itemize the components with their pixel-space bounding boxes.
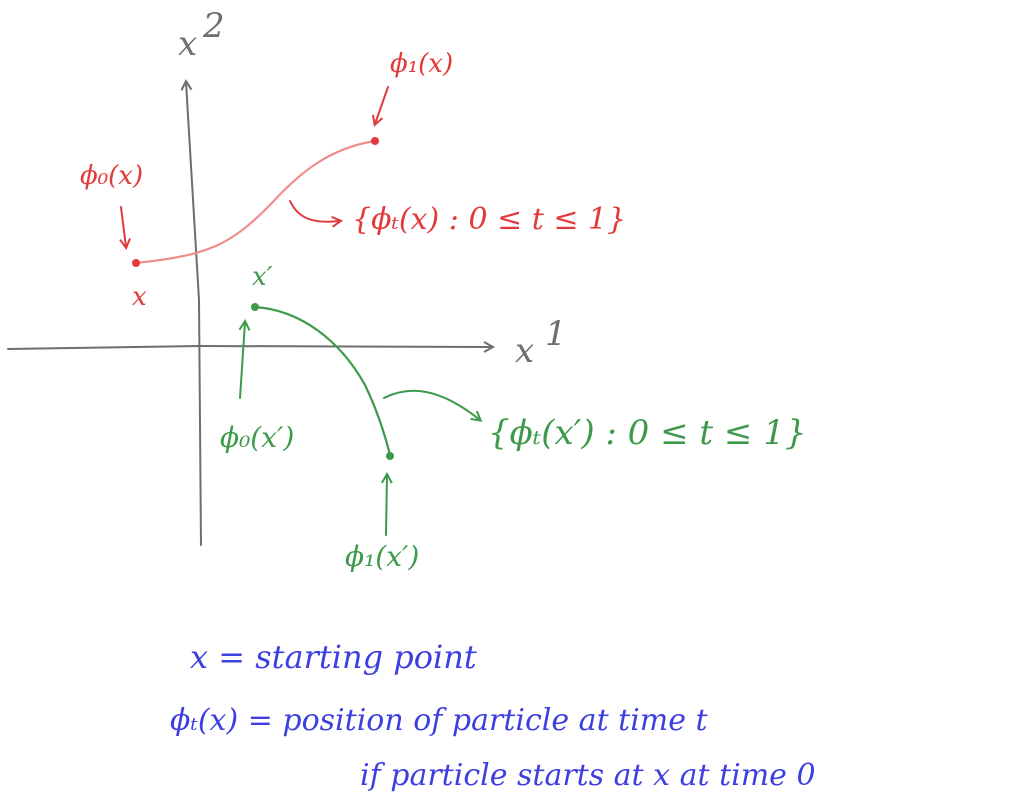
red-phi0-arrow (119, 206, 131, 251)
green-set-arrow (383, 389, 483, 422)
red-phi1-arrow (371, 86, 389, 127)
green-phi1-annotation: ϕ₁(x′) (345, 540, 419, 573)
red-start-point (132, 259, 140, 267)
note-starting-condition: if particle starts at x at time 0 (360, 758, 816, 793)
green-trajectory: x′ ϕ₀(x′) ϕ₁(x′) {ϕₜ(x′) : 0 ≤ t ≤ 1} (220, 262, 806, 573)
green-end-point (386, 452, 394, 460)
notes: x = starting point ϕₜ(x) = position of p… (170, 638, 816, 793)
green-flow-curve (253, 305, 392, 457)
red-set-label: {ϕₜ(x) : 0 ≤ t ≤ 1} (352, 202, 626, 237)
coordinate-axes: x 1 x 2 (7, 6, 567, 546)
x1-axis-label: x (515, 331, 534, 371)
horizontal-axis (7, 341, 496, 353)
red-start-label: x (132, 282, 147, 312)
red-end-point (371, 137, 379, 145)
green-phi0-arrow (238, 318, 251, 399)
vertical-axis (180, 78, 202, 546)
x1-axis-superscript: 1 (545, 314, 567, 354)
green-start-label: x′ (252, 262, 273, 292)
green-start-point (251, 303, 259, 311)
red-trajectory: x ϕ₀(x) ϕ₁(x) {ϕₜ(x) : 0 ≤ t ≤ 1} (80, 49, 626, 312)
red-phi1-annotation: ϕ₁(x) (390, 49, 453, 79)
x2-axis-label: x (178, 24, 197, 64)
green-set-label: {ϕₜ(x′) : 0 ≤ t ≤ 1} (488, 413, 806, 453)
note-starting-point: x = starting point (190, 638, 477, 676)
green-phi0-annotation: ϕ₀(x′) (220, 421, 294, 454)
green-phi1-arrow (381, 471, 393, 536)
note-position-definition: ϕₜ(x) = position of particle at time t (170, 703, 709, 738)
x2-axis-superscript: 2 (202, 6, 225, 46)
red-set-arrow (289, 200, 344, 228)
red-phi0-annotation: ϕ₀(x) (80, 161, 143, 191)
red-flow-curve (134, 139, 377, 265)
